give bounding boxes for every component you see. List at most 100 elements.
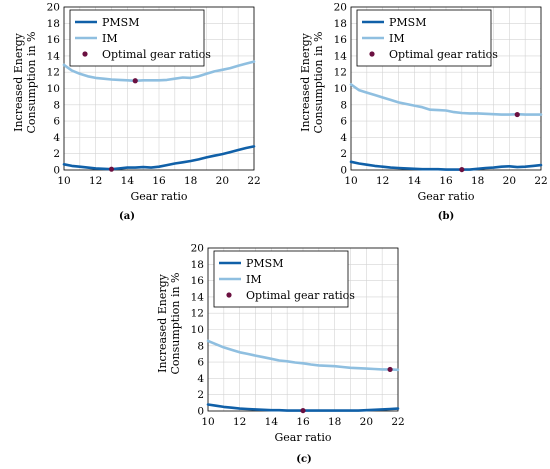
- optimal-gear-ratio-point: [300, 407, 306, 414]
- optimal-gear-ratio-point: [108, 166, 115, 172]
- x-tick-label: 22: [391, 416, 404, 428]
- legend-label: Optimal gear ratios: [102, 48, 211, 61]
- y-tick-label: 2: [53, 148, 60, 160]
- y-tick-label: 12: [334, 67, 347, 79]
- chart-panel-b: 10 12 14 16 18 20 22 0 2 4 6 8 10 12 14 16 18 20 Gear rati…: [299, 2, 548, 223]
- x-tick-label: 16: [439, 175, 453, 187]
- y-tick-label: 2: [197, 389, 204, 401]
- y-tick-label: 10: [191, 324, 204, 336]
- y-axis-label-line1: Increased Energy: [156, 273, 169, 373]
- y-tick-label: 6: [197, 357, 204, 369]
- y-tick-label: 20: [334, 2, 347, 14]
- series-line-im: [62, 60, 256, 83]
- legend-box: [69, 9, 205, 67]
- optimal-gear-ratio-point: [387, 366, 393, 373]
- x-tick-label: 20: [503, 175, 516, 187]
- plot-frame: [63, 6, 255, 171]
- chart-panel-c: 10 12 14 16 18 20 22 0 2 4 6 8 10 12 14 16 18 20 Gear rati…: [156, 243, 405, 466]
- legend: PMSM IM Optimal gear ratios: [213, 250, 355, 308]
- x-tick-label: 12: [376, 175, 389, 187]
- x-tick-label: 18: [184, 175, 197, 187]
- x-tick-label: 20: [216, 175, 229, 187]
- panel-label: (a): [119, 211, 135, 222]
- x-tick-label: 22: [247, 175, 260, 187]
- series-line-im: [206, 339, 400, 372]
- legend: PMSM IM Optimal gear ratios: [69, 9, 211, 67]
- legend-label: IM: [389, 32, 405, 45]
- x-tick-label: 18: [328, 416, 341, 428]
- chart-panel-a: 10 12 14 16 18 20 22 0 2 4 6 8 10 12 14 16 18 20 Gear rati…: [12, 2, 261, 223]
- x-axis-label: Gear ratio: [131, 190, 188, 203]
- y-axis-label-line1: Increased Energy: [299, 32, 312, 132]
- x-tick-label: 20: [360, 416, 373, 428]
- x-tick-label: 16: [296, 416, 310, 428]
- y-tick-label: 8: [340, 99, 347, 111]
- series-line-pmsm: [62, 145, 256, 171]
- y-tick-label: 6: [53, 116, 60, 128]
- y-tick-label: 16: [47, 34, 61, 46]
- y-tick-label: 12: [191, 308, 204, 320]
- y-tick-label: 20: [47, 2, 60, 14]
- y-tick-label: 8: [197, 340, 204, 352]
- y-tick-label: 10: [47, 83, 60, 95]
- x-tick-label: 16: [152, 175, 166, 187]
- y-tick-label: 6: [340, 116, 347, 128]
- legend-label: Optimal gear ratios: [246, 289, 355, 302]
- x-tick-label: 14: [121, 175, 135, 187]
- legend-label: PMSM: [102, 16, 139, 29]
- legend-label: IM: [246, 273, 262, 286]
- legend-label: PMSM: [246, 257, 283, 270]
- y-tick-label: 16: [334, 34, 348, 46]
- legend-marker-optimal: [82, 51, 88, 57]
- panel-label: (c): [296, 454, 312, 465]
- y-axis-label-line1: Increased Energy: [12, 32, 25, 132]
- series-line-pmsm: [349, 160, 543, 171]
- optimal-gear-ratio-point: [514, 111, 520, 118]
- legend-marker-optimal: [226, 292, 232, 298]
- y-tick-label: 14: [47, 50, 61, 62]
- y-tick-label: 14: [191, 291, 205, 303]
- y-axis-label: Increased EnergyConsumption in %: [12, 31, 38, 133]
- y-tick-label: 2: [340, 148, 347, 160]
- y-tick-label: 18: [191, 259, 204, 271]
- optimal-gear-ratio-point: [459, 166, 465, 173]
- panel-label: (b): [438, 211, 454, 222]
- x-tick-label: 12: [89, 175, 102, 187]
- series-line-im: [349, 83, 543, 116]
- x-tick-label: 14: [265, 416, 279, 428]
- legend-marker-optimal: [369, 51, 375, 57]
- y-axis-label-line2: Consumption in %: [169, 272, 182, 374]
- y-tick-label: 10: [334, 83, 347, 95]
- x-tick-label: 12: [233, 416, 246, 428]
- legend-label: PMSM: [389, 16, 426, 29]
- y-tick-label: 14: [334, 50, 348, 62]
- x-tick-label: 18: [471, 175, 484, 187]
- x-axis-label: Gear ratio: [275, 431, 332, 444]
- legend-label: Optimal gear ratios: [389, 48, 498, 61]
- y-tick-label: 0: [53, 165, 60, 177]
- x-tick-label: 22: [534, 175, 547, 187]
- y-tick-label: 20: [191, 243, 204, 255]
- x-tick-label: 10: [201, 416, 214, 428]
- optimal-gear-ratio-point: [132, 78, 138, 84]
- y-axis-label-line2: Consumption in %: [25, 31, 38, 133]
- y-tick-label: 4: [340, 132, 347, 144]
- y-tick-label: 8: [53, 99, 60, 111]
- legend-label: IM: [102, 32, 118, 45]
- y-tick-label: 16: [191, 275, 205, 287]
- x-tick-label: 10: [344, 175, 357, 187]
- y-tick-label: 18: [334, 18, 347, 30]
- y-axis-label: Increased EnergyConsumption in %: [299, 31, 325, 133]
- x-tick-label: 10: [57, 175, 70, 187]
- y-tick-label: 0: [340, 165, 347, 177]
- y-tick-label: 4: [53, 132, 60, 144]
- x-axis-label: Gear ratio: [418, 190, 475, 203]
- y-axis-label: Increased EnergyConsumption in %: [156, 272, 182, 374]
- y-tick-label: 12: [47, 67, 60, 79]
- y-tick-label: 0: [197, 406, 204, 418]
- y-tick-label: 4: [197, 373, 204, 385]
- y-axis-label-line2: Consumption in %: [312, 31, 325, 133]
- y-tick-label: 18: [47, 18, 60, 30]
- legend: PMSM IM Optimal gear ratios: [356, 9, 498, 67]
